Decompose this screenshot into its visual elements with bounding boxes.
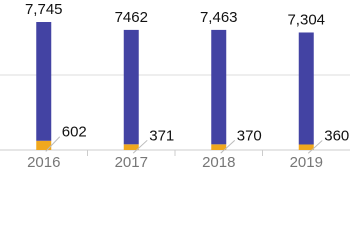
leader-line — [220, 139, 236, 154]
x-tick-label: 2016 — [27, 154, 60, 171]
value-label: 370 — [237, 127, 262, 144]
value-label: 7,745 — [25, 1, 63, 18]
bar-segment — [36, 22, 52, 141]
value-label: 7462 — [115, 9, 148, 26]
bar-segment — [123, 144, 139, 150]
bar-segment — [123, 29, 139, 145]
leader-line — [307, 140, 323, 154]
value-label: 371 — [149, 127, 174, 144]
value-label: 602 — [62, 124, 87, 141]
bar-segment — [211, 29, 227, 145]
x-tick-label: 2017 — [115, 154, 148, 171]
bar-segment — [36, 140, 52, 150]
bar-segment — [298, 32, 314, 145]
value-label: 7,463 — [200, 9, 238, 26]
bar-segment — [298, 144, 314, 150]
x-tick-label: 2019 — [290, 154, 323, 171]
value-label: 7,304 — [287, 11, 325, 28]
leader-line — [45, 136, 61, 152]
bar-segment — [211, 144, 227, 150]
leader-line — [132, 139, 148, 154]
value-label: 360 — [324, 127, 349, 144]
x-tick-label: 2018 — [202, 154, 235, 171]
